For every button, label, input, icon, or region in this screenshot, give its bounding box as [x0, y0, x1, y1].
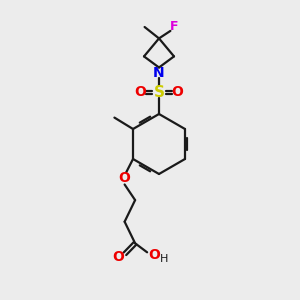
Text: O: O [134, 85, 146, 99]
Text: O: O [172, 85, 184, 99]
Text: O: O [119, 172, 130, 185]
Text: H: H [160, 254, 168, 264]
Text: F: F [170, 20, 179, 34]
Text: O: O [112, 250, 124, 264]
Text: N: N [153, 66, 165, 80]
Text: O: O [148, 248, 160, 262]
Text: S: S [154, 85, 164, 100]
